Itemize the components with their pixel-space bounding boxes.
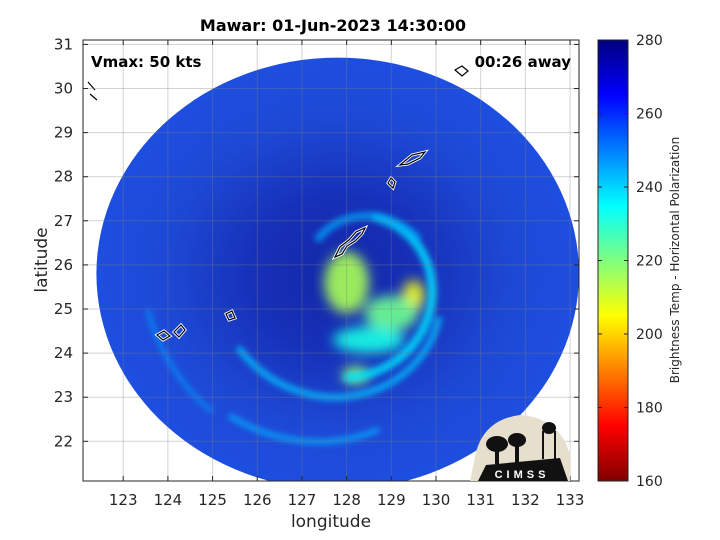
y-tick-label: 24	[54, 344, 73, 362]
axes-box	[82, 39, 580, 482]
vmax-annotation: Vmax: 50 kts	[91, 53, 201, 71]
logo-text: CIMSS	[495, 469, 550, 481]
convective-feature	[324, 251, 369, 314]
rain-bands	[145, 211, 443, 445]
x-tick-label: 126	[243, 491, 272, 509]
colorbar-tick-label: 240	[636, 180, 663, 196]
colorbar-tick-label: 180	[636, 401, 663, 417]
x-tick-label: 130	[422, 491, 451, 509]
cimss-logo: CIMSS	[470, 415, 570, 481]
y-axis-ticks: 22 23 24 25 26 27 28 29 30 31	[54, 35, 579, 450]
y-tick-label: 27	[54, 212, 73, 230]
y-tick-label: 31	[54, 35, 73, 53]
y-tick-label: 25	[54, 300, 73, 318]
colorbar-tick-label: 160	[636, 474, 663, 490]
x-tick-label: 129	[377, 491, 406, 509]
y-tick-label: 23	[54, 388, 73, 406]
x-tick-label: 125	[198, 491, 227, 509]
colorbar-tick-label: 280	[636, 33, 663, 49]
y-tick-label: 30	[54, 80, 73, 98]
grid-lines	[83, 40, 579, 481]
colorbar-tick-label: 200	[636, 327, 663, 343]
x-tick-label: 128	[332, 491, 361, 509]
colorbar-tick-label: 260	[636, 107, 663, 123]
y-tick-label: 29	[54, 124, 73, 142]
colorbar	[597, 39, 629, 482]
rain-band	[228, 413, 380, 445]
rain-band	[314, 211, 422, 243]
y-axis-label: latitude	[32, 227, 52, 292]
x-tick-label: 127	[288, 491, 317, 509]
colorbar-label: Brightness Temp - Horizontal Polarizatio…	[668, 137, 682, 384]
y-tick-label: 26	[54, 256, 73, 274]
colorbar-ticks: 160 180 200 220 240 260 280	[598, 33, 663, 490]
rain-band	[236, 316, 443, 401]
x-tick-label: 131	[466, 491, 495, 509]
x-tick-label: 132	[511, 491, 540, 509]
time-away-annotation: 00:26 away	[475, 53, 572, 71]
swath-layer	[96, 57, 579, 481]
colorbar-tick-label: 220	[636, 254, 663, 270]
convective-feature	[333, 326, 405, 354]
x-axis-ticks: 123 124 125 126 127 128 129 130 131 132 133	[109, 40, 584, 509]
x-tick-label: 133	[556, 491, 585, 509]
chart-title: Mawar: 01-Jun-2023 14:30:00	[200, 16, 466, 35]
y-tick-label: 22	[54, 432, 73, 450]
rain-band	[145, 309, 214, 414]
x-tick-label: 123	[109, 491, 138, 509]
convective-feature	[364, 295, 419, 332]
coastlines-inner	[87, 65, 469, 341]
y-tick-label: 28	[54, 168, 73, 186]
x-axis-label: longitude	[291, 512, 371, 532]
x-tick-label: 124	[154, 491, 183, 509]
